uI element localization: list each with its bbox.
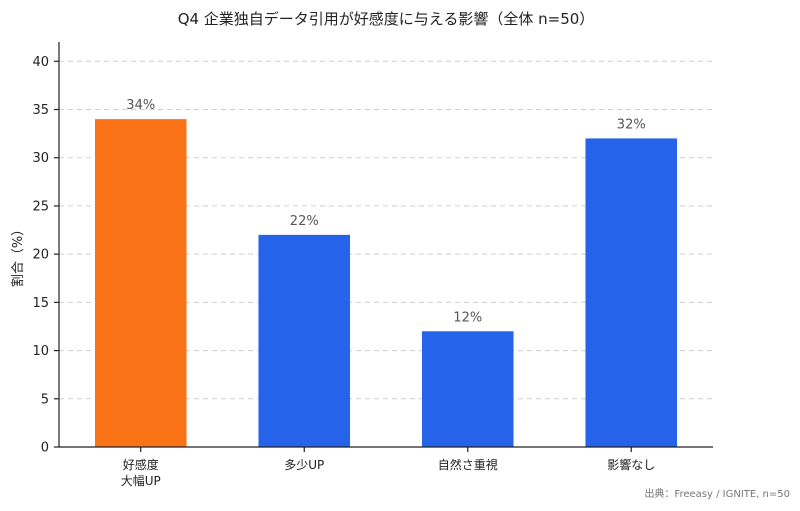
bar (258, 234, 351, 447)
y-tick-label: 25 (32, 199, 49, 214)
y-tick-label: 10 (32, 344, 49, 359)
y-tick-label: 20 (32, 248, 49, 263)
x-tick-label: 多少UP (284, 458, 324, 472)
y-tick-label: 30 (32, 151, 49, 166)
x-tick-label: 大幅UP (121, 473, 161, 488)
y-tick-label: 40 (32, 55, 49, 70)
data-label: 22% (290, 214, 319, 229)
x-tick-label: 好感度 (123, 457, 159, 472)
y-tick-label: 5 (41, 392, 49, 407)
x-tick-label: 自然さ重視 (438, 457, 498, 472)
y-tick-label: 35 (32, 103, 49, 118)
data-label: 32% (617, 117, 646, 132)
x-tick-label: 影響なし (607, 457, 655, 472)
bar (585, 138, 678, 447)
chart-title: Q4 企業独自データ引用が好感度に与える影響（全体 n=50） (178, 10, 595, 28)
bars: 34% 22% 12% 32% (94, 98, 678, 448)
source-note: 出典：Freeasy / IGNITE, n=50 (644, 487, 790, 500)
data-label: 12% (453, 310, 482, 325)
data-label: 34% (126, 98, 155, 113)
bar (94, 119, 187, 448)
y-tick-label: 15 (32, 296, 49, 311)
bar (421, 331, 514, 447)
y-axis-label: 割合（%） (10, 223, 26, 287)
y-tick-label: 0 (41, 441, 49, 456)
